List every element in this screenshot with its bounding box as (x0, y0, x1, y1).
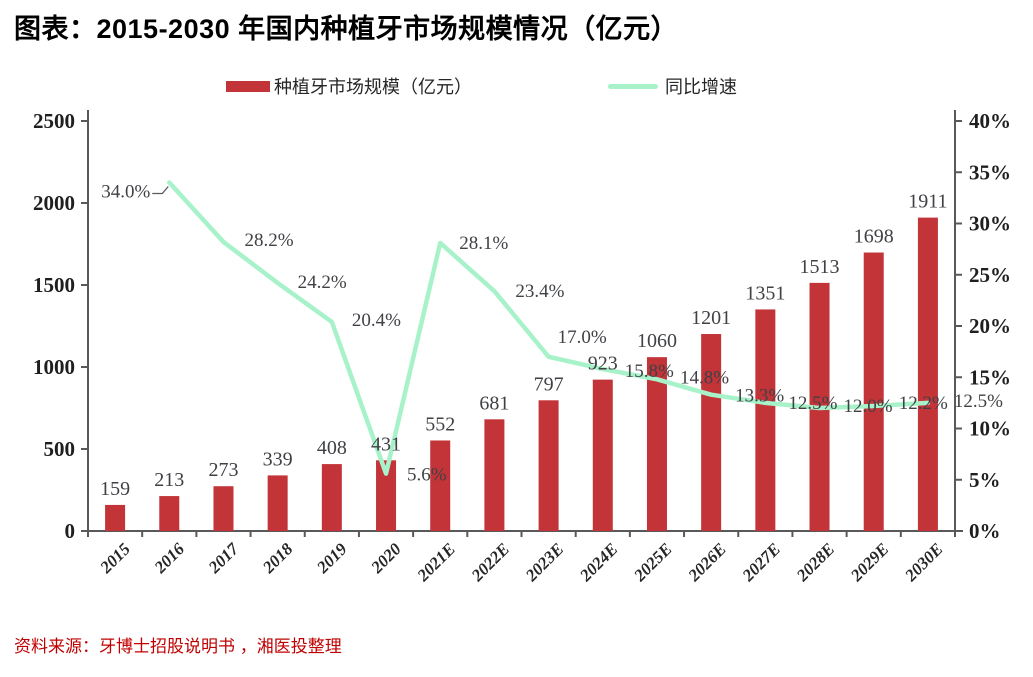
growth-rate-label: 14.8% (680, 367, 729, 388)
legend-item-growth-rate: 同比增速 (608, 76, 737, 97)
bar-value-label: 339 (263, 448, 293, 470)
bar-2018 (267, 475, 288, 531)
left-axis-tick-label: 1500 (33, 273, 75, 297)
growth-rate-label: 12.5% (954, 391, 1003, 412)
x-axis-category-label: 2019 (312, 539, 351, 578)
x-axis-category-label: 2030E (901, 539, 947, 585)
x-axis-category-label: 2021E (413, 539, 459, 585)
bar-value-label: 1201 (691, 307, 731, 329)
growth-rate-label: 15.8% (625, 361, 674, 382)
x-axis-category-label: 2016 (150, 539, 189, 578)
bar-2021E (430, 440, 451, 531)
bar-value-label: 273 (208, 459, 238, 481)
growth-rate-label: 12.5% (788, 393, 837, 414)
bar-value-label: 213 (154, 469, 184, 491)
figure-title: 图表：2015-2030 年国内种植牙市场规模情况（亿元） (14, 14, 679, 44)
growth-rate-line (167, 180, 931, 476)
bar-2024E (592, 379, 613, 531)
bar-series-swatch-icon (226, 80, 270, 92)
growth-rate-label: 34.0% (101, 182, 150, 203)
left-axis-tick-label: 500 (44, 437, 76, 461)
right-axis-tick-label: 15% (969, 365, 1011, 389)
right-axis-tick-label: 20% (969, 314, 1011, 338)
x-axis-category-label: 2028E (792, 539, 838, 585)
right-axis-tick-label: 10% (969, 417, 1011, 441)
left-axis-tick-label: 2500 (33, 109, 75, 133)
right-axis-tick-label: 30% (969, 212, 1011, 236)
x-axis-category-label: 2017 (204, 538, 243, 577)
right-axis-tick-label: 5% (969, 468, 1001, 492)
growth-rate-label: 17.0% (558, 327, 607, 348)
bar-value-label: 681 (479, 392, 509, 414)
x-axis-category-label: 2022E (467, 539, 513, 585)
growth-rate-label: 24.2% (298, 272, 347, 293)
source-note: 资料来源：牙博士招股说明书 ，湘医投整理 (14, 637, 342, 656)
bar-2020 (376, 460, 397, 531)
bar-2022E (484, 419, 505, 531)
left-axis-tick-label: 2000 (33, 191, 75, 215)
legend-label-growth-rate: 同比增速 (665, 77, 737, 97)
bar-2023E (538, 400, 559, 531)
label-leader-line (152, 186, 169, 195)
bar-value-label: 1698 (854, 226, 894, 248)
right-axis-tick-label: 0% (969, 519, 1001, 543)
x-axis-category-label: 2015 (96, 539, 135, 578)
x-axis-category-label: 2029E (846, 539, 892, 585)
x-axis-category-label: 2026E (684, 539, 730, 585)
growth-rate-label: 5.6% (407, 465, 447, 486)
growth-rate-label: 12.0% (844, 396, 893, 417)
bar-2017 (213, 486, 234, 531)
growth-rate-label: 20.4% (352, 310, 401, 331)
bar-value-label: 408 (317, 437, 347, 459)
legend-label-market-size: 种植牙市场规模（亿元） (274, 77, 472, 97)
bar-value-label: 431 (371, 433, 401, 455)
right-axis-tick-label: 35% (969, 160, 1011, 184)
bar-value-label: 552 (425, 413, 455, 435)
x-axis-category-label: 2018 (258, 539, 297, 578)
growth-rate-label: 12.2% (899, 393, 948, 414)
right-axis-tick-label: 40% (969, 109, 1011, 133)
x-axis-category-label: 2020 (367, 539, 406, 578)
bar-2019 (321, 464, 342, 531)
bar-2029E (863, 252, 884, 531)
bar-2016 (159, 496, 180, 531)
bar-2030E (917, 217, 938, 531)
bar-value-label: 1911 (908, 191, 947, 213)
growth-rate-label: 23.4% (515, 281, 564, 302)
bar-value-label: 159 (100, 478, 130, 500)
bar-2026E (701, 334, 722, 531)
line-series-swatch-icon (608, 83, 658, 89)
bar-value-label: 1060 (637, 330, 677, 352)
x-axis-category-label: 2023E (521, 539, 567, 585)
growth-rate-label: 28.1% (459, 233, 508, 254)
x-axis-category-label: 2027E (738, 539, 784, 585)
growth-rate-label: 13.3% (735, 386, 784, 407)
bar-value-label: 1351 (745, 282, 785, 304)
left-axis-tick-label: 1000 (33, 355, 75, 379)
bar-value-label: 1513 (800, 256, 840, 278)
growth-rate-label: 28.2% (244, 230, 293, 251)
bar-2027E (755, 309, 776, 531)
bar-value-label: 923 (588, 353, 618, 375)
right-axis-tick-label: 25% (969, 263, 1011, 287)
bar-value-label: 797 (534, 373, 564, 395)
left-axis-tick-label: 0 (65, 519, 76, 543)
legend-item-market-size: 种植牙市场规模（亿元） (226, 76, 472, 97)
x-axis-category-label: 2025E (630, 539, 676, 585)
bar-2015 (105, 504, 126, 531)
x-axis-category-label: 2024E (575, 539, 621, 585)
bar-2025E (646, 357, 667, 531)
